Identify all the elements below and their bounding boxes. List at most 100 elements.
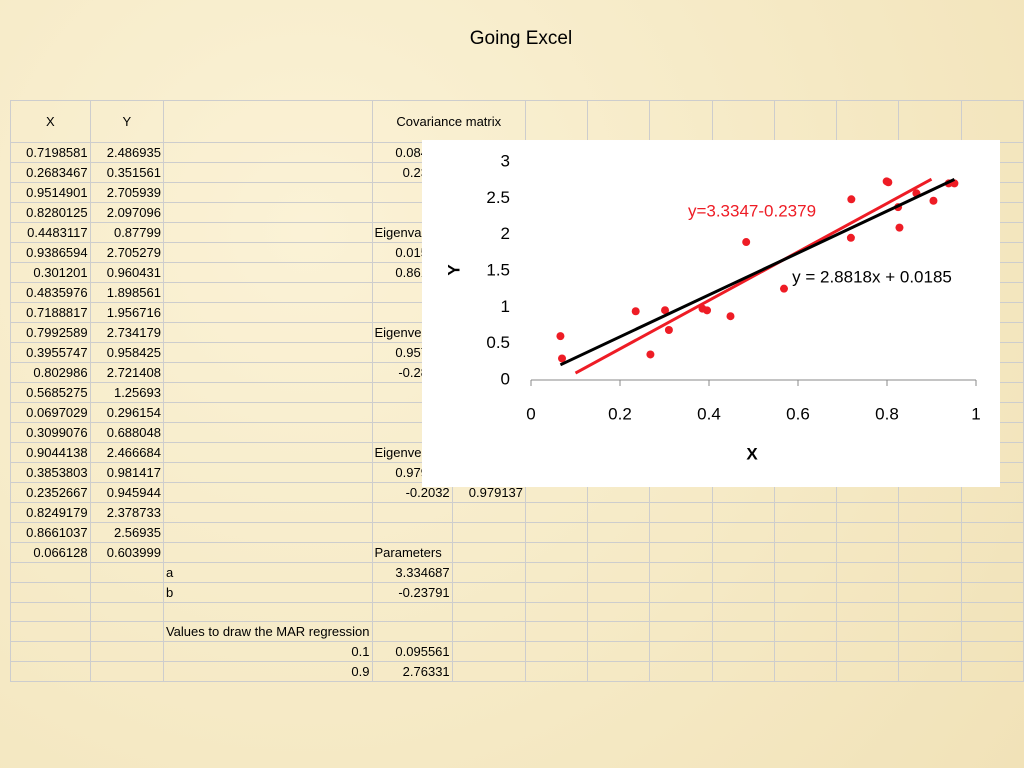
cell	[773, 641, 838, 663]
cell	[162, 382, 373, 403]
cell: 0.603999	[89, 542, 164, 563]
cell	[89, 621, 164, 643]
cell	[898, 641, 962, 663]
cell	[89, 641, 164, 663]
cell: 3.334687	[371, 562, 453, 583]
cell	[773, 621, 838, 643]
x-axis-label: X	[746, 444, 758, 463]
cell	[451, 582, 527, 603]
cell: Parameters	[371, 542, 453, 563]
cell	[836, 661, 900, 683]
cell	[162, 542, 373, 563]
cell: 0.301201	[10, 262, 91, 283]
cell	[711, 522, 775, 543]
cell	[451, 542, 527, 563]
cell	[525, 100, 589, 143]
cell	[960, 542, 1024, 563]
x-tick-label: 1	[971, 404, 980, 423]
x-tick-label: 0.2	[608, 404, 632, 423]
y-tick-label: 2	[501, 224, 510, 243]
row: a 3.334687	[10, 562, 1024, 583]
cell: 0.802986	[10, 362, 91, 383]
cell	[89, 582, 164, 603]
row: 0.2352667 0.945944 -0.2032 0.979137	[10, 482, 1024, 503]
cell	[10, 661, 91, 683]
cell	[451, 562, 527, 583]
cell	[836, 562, 900, 583]
cell	[773, 661, 838, 683]
row: 0.066128 0.603999 Parameters	[10, 542, 1024, 563]
cell	[898, 522, 962, 543]
y-tick-label: 3	[501, 151, 510, 170]
cell	[711, 542, 775, 563]
cell	[898, 661, 962, 683]
y-tick-label: 1	[501, 297, 510, 316]
cell	[773, 100, 838, 143]
cell	[773, 582, 838, 603]
cell	[10, 601, 91, 623]
cell	[451, 641, 527, 663]
cell	[836, 582, 900, 603]
cell: 0.3955747	[10, 342, 91, 363]
cell	[711, 502, 775, 523]
cell: 0.7992589	[10, 322, 91, 343]
cell	[10, 562, 91, 583]
cell: 2.56935	[89, 522, 164, 543]
row	[10, 601, 1024, 623]
y-tick-label: 2.5	[486, 188, 510, 207]
cell	[898, 100, 962, 143]
cell	[162, 282, 373, 303]
cell: 0.9386594	[10, 242, 91, 263]
cell	[371, 601, 453, 623]
cell: 1.956716	[89, 302, 164, 323]
cell	[525, 582, 589, 603]
point	[631, 307, 640, 316]
cell	[162, 162, 373, 183]
cell	[836, 522, 900, 543]
cell	[711, 661, 775, 683]
cell: Covariance matrix	[371, 100, 527, 143]
cell: Y	[89, 100, 164, 143]
cell: 0.9514901	[10, 182, 91, 203]
x-tick-label: 0.6	[786, 404, 810, 423]
row: 0.9 2.76331	[10, 661, 1024, 683]
cell: Values to draw the MAR regression	[162, 621, 373, 643]
cell	[162, 262, 373, 283]
cell	[836, 502, 900, 523]
cell	[960, 562, 1024, 583]
cell	[525, 502, 589, 523]
cell: 0.945944	[89, 482, 164, 503]
cell: a	[162, 562, 373, 583]
cell	[711, 562, 775, 583]
cell: 0.8661037	[10, 522, 91, 543]
cell	[649, 522, 713, 543]
cell: 0.9044138	[10, 442, 91, 463]
cell	[898, 542, 962, 563]
cell	[773, 562, 838, 583]
cell	[649, 562, 713, 583]
cell	[162, 322, 373, 343]
cell	[162, 402, 373, 423]
cell	[711, 100, 775, 143]
point	[929, 196, 938, 205]
cell	[711, 582, 775, 603]
x-tick-label: 0	[526, 404, 535, 423]
row: Values to draw the MAR regression	[10, 621, 1024, 643]
cell: 0.5685275	[10, 382, 91, 403]
cell	[525, 661, 589, 683]
y-tick-label: 0	[501, 369, 510, 388]
cell: 0.296154	[89, 402, 164, 423]
cell	[649, 502, 713, 523]
cell	[711, 641, 775, 663]
cell: 0.981417	[89, 462, 164, 483]
cell: 0.9	[162, 661, 373, 683]
cell	[587, 621, 651, 643]
cell	[525, 562, 589, 583]
cell	[773, 502, 838, 523]
cell: b	[162, 582, 373, 603]
point	[664, 326, 673, 335]
regression-line	[574, 177, 933, 375]
cell	[162, 182, 373, 203]
cell: 2.486935	[89, 142, 164, 163]
cell: -0.23791	[371, 582, 453, 603]
